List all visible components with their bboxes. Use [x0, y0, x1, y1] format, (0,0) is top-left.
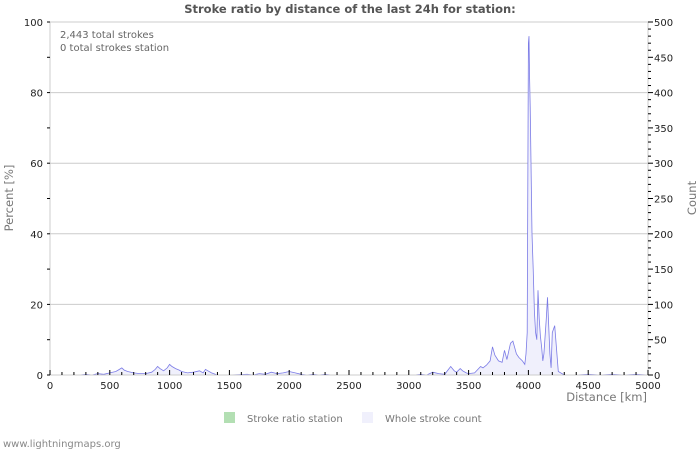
- y-right-tick-label: 200: [654, 230, 673, 241]
- x-tick-label: 3000: [396, 381, 421, 392]
- x-tick-label: 1500: [217, 381, 242, 392]
- grid-lines: [50, 21, 648, 305]
- y-right-tick-label: 250: [654, 195, 673, 206]
- y-right-tick-label: 450: [654, 53, 673, 64]
- plot-frame: [49, 21, 649, 376]
- y-right-axis-title: Count: [685, 180, 699, 215]
- y-left-tick-label: 60: [30, 159, 43, 170]
- legend-swatch-stroke-ratio: [224, 412, 235, 423]
- x-tick-label: 2500: [336, 381, 361, 392]
- legend-label-stroke-ratio: Stroke ratio station: [247, 414, 343, 425]
- y-right-tick-label: 0: [654, 371, 660, 382]
- y-left-axis-title: Percent [%]: [2, 165, 16, 232]
- footer-source: www.lightningmaps.org: [3, 439, 121, 450]
- x-tick-label: 4000: [516, 381, 541, 392]
- x-axis-title: Distance [km]: [566, 390, 647, 404]
- y-right-tick-label: 50: [654, 336, 667, 347]
- chart-title: Stroke ratio by distance of the last 24h…: [184, 2, 516, 16]
- x-axis: 0 500 1000 1500 2000 2500 3000 3500 4000 4500 5000: [47, 370, 661, 392]
- y-axis-left: 0 20 40 60 80 100: [24, 18, 50, 382]
- y-left-tick-label: 20: [30, 300, 43, 311]
- y-right-tick-label: 400: [654, 89, 673, 100]
- station-strokes-label: 0 total strokes station: [60, 43, 169, 54]
- y-right-tick-label: 350: [654, 124, 673, 135]
- whole-count-line: [79, 36, 649, 376]
- legend: Stroke ratio station Whole stroke count: [224, 412, 482, 425]
- total-strokes-label: 2,443 total strokes: [60, 30, 154, 41]
- y-left-tick-label: 100: [24, 18, 43, 29]
- x-tick-label: 3500: [456, 381, 481, 392]
- x-tick-label: 0: [47, 381, 53, 392]
- y-right-tick-label: 500: [654, 18, 673, 29]
- y-left-tick-label: 80: [30, 89, 43, 100]
- whole-count-area: [79, 36, 648, 375]
- x-tick-label: 500: [100, 381, 119, 392]
- legend-swatch-whole-count: [362, 412, 373, 423]
- y-right-tick-label: 100: [654, 300, 673, 311]
- legend-label-whole-count: Whole stroke count: [385, 414, 482, 425]
- y-left-tick-label: 40: [30, 230, 43, 241]
- y-right-tick-label: 300: [654, 159, 673, 170]
- whole-stroke-count-series: [79, 36, 649, 376]
- y-axis-right: 0 50 100 150 200 250 300 350 400 450 500: [648, 18, 673, 382]
- y-left-tick-label: 0: [37, 371, 43, 382]
- x-tick-label: 2000: [276, 381, 301, 392]
- x-tick-label: 4500: [575, 381, 600, 392]
- x-tick-label: 1000: [157, 381, 182, 392]
- x-tick-label: 5000: [635, 381, 660, 392]
- y-right-tick-label: 150: [654, 265, 673, 276]
